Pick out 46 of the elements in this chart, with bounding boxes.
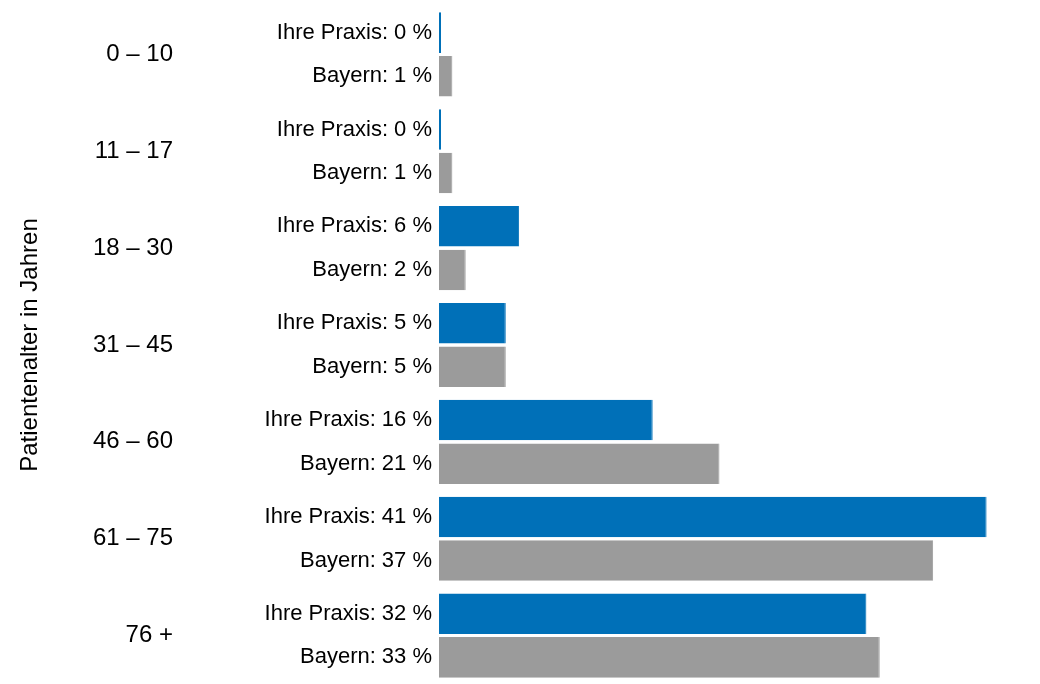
data-label: 0 % xyxy=(394,18,432,44)
text: Bayern: xyxy=(312,256,389,281)
y-tick-label: 11 – 17 xyxy=(94,135,173,163)
text: Bayern: xyxy=(312,159,389,185)
y-axis-title: Patientenalter in Jahren xyxy=(14,218,42,472)
y-tick-label: 0 – 10 xyxy=(106,39,173,67)
text: Ihre Praxis: xyxy=(276,309,389,335)
data-label: 41 % xyxy=(381,502,432,528)
bar xyxy=(439,346,506,388)
data-label: 2 % xyxy=(394,256,432,281)
data-label: 5 % xyxy=(394,309,432,335)
data-label: 33 % xyxy=(381,643,432,669)
y-tick-label: 76 + xyxy=(125,620,173,648)
bar xyxy=(439,540,934,581)
text: Ihre Praxis: xyxy=(276,212,389,238)
y-tick-label: 18 – 30 xyxy=(92,232,173,260)
bar xyxy=(439,593,867,635)
bar xyxy=(439,637,880,678)
text: Ihre Praxis: xyxy=(276,115,389,141)
data-label: 16 % xyxy=(381,406,432,432)
data-label: 0 % xyxy=(394,115,432,141)
text: Bayern: xyxy=(312,62,389,88)
text: Bayern: xyxy=(300,643,376,669)
text: Bayern: xyxy=(300,546,376,572)
bar xyxy=(439,399,653,441)
data-label: 21 % xyxy=(381,449,432,475)
data-label: 1 % xyxy=(394,159,432,185)
text: Bayern: xyxy=(312,352,389,378)
bar xyxy=(439,302,506,344)
bar xyxy=(439,206,520,247)
bar xyxy=(439,496,987,538)
y-tick-label: 31 – 45 xyxy=(92,329,173,357)
y-tick-label: 46 – 60 xyxy=(92,426,173,454)
bar xyxy=(439,249,466,291)
text: Ihre Praxis: xyxy=(264,599,376,625)
y-tick-label: 61 – 75 xyxy=(92,523,173,551)
text: Ihre Praxis: xyxy=(264,406,376,432)
data-label: 37 % xyxy=(381,546,432,572)
text: Bayern: xyxy=(300,449,376,475)
text: Ihre Praxis: xyxy=(276,18,389,44)
data-label: 1 % xyxy=(394,62,432,88)
data-label: 6 % xyxy=(394,212,432,238)
text: Ihre Praxis: xyxy=(264,502,376,528)
data-label: 5 % xyxy=(394,352,432,378)
data-label: 32 % xyxy=(381,599,432,625)
bar xyxy=(439,443,720,484)
